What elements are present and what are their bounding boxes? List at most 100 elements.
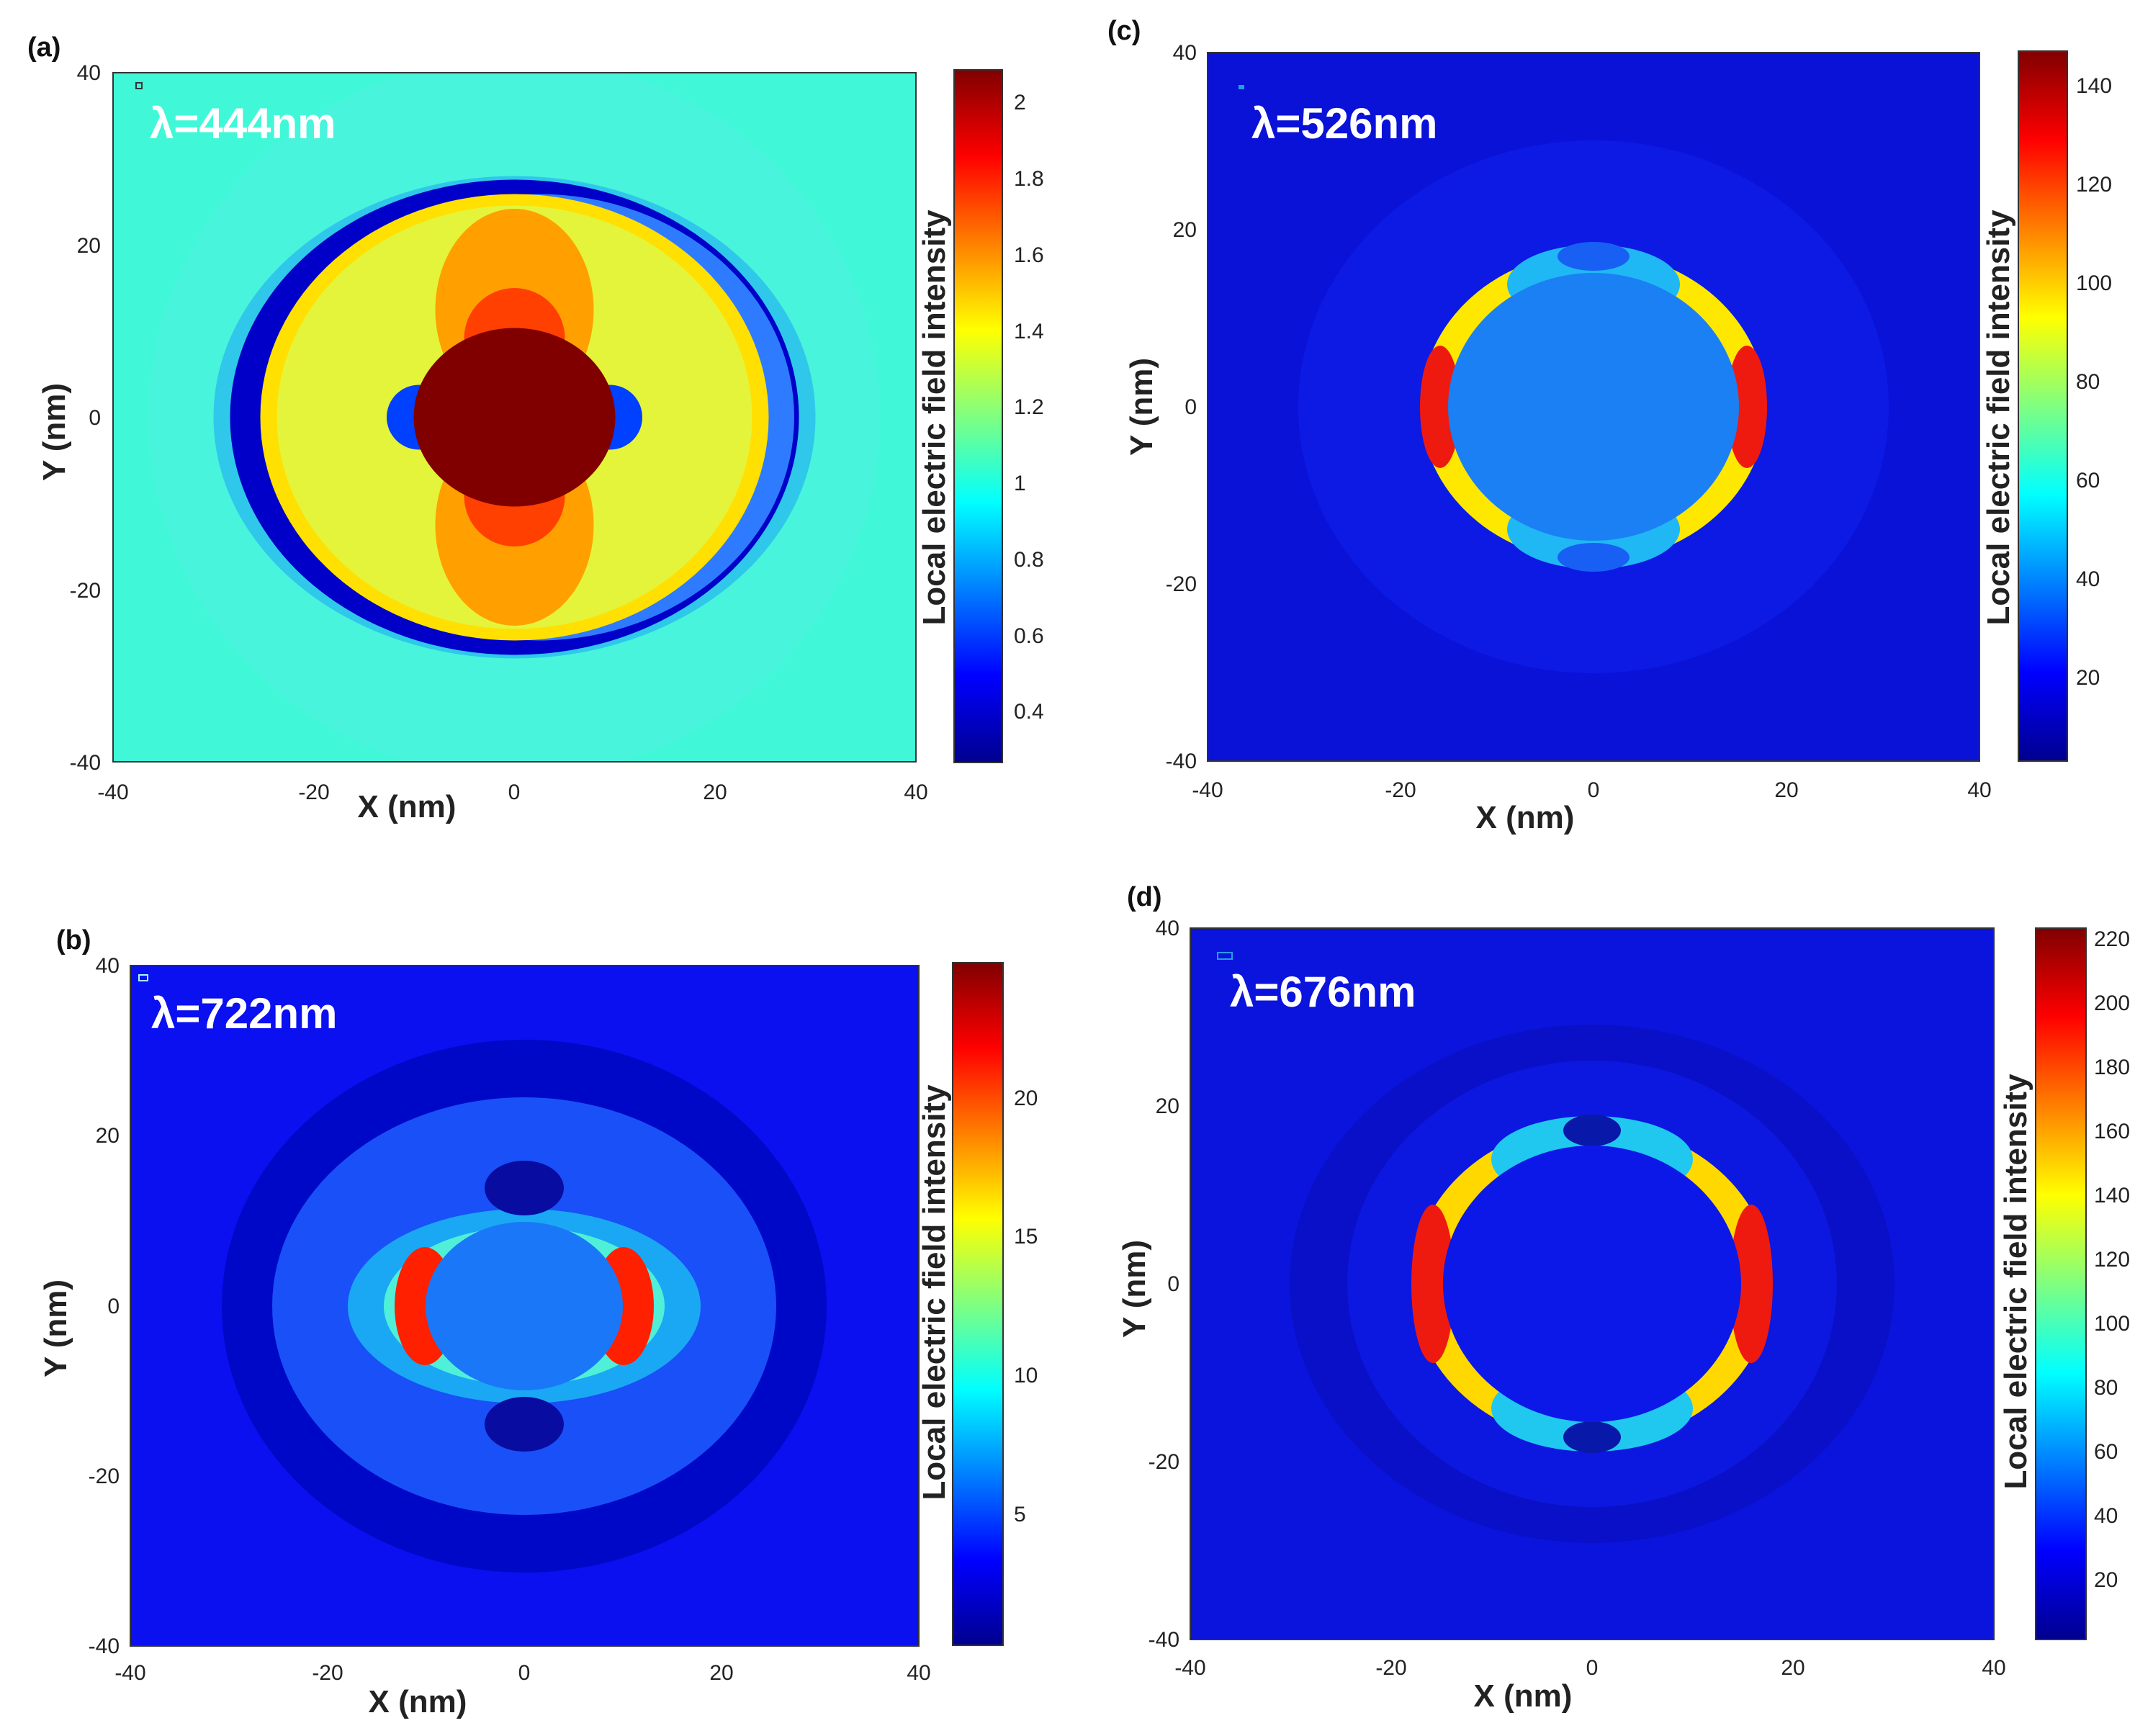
colorbar-tick-label: 0.8 bbox=[1014, 548, 1044, 572]
y-tick-label: 40 bbox=[77, 61, 101, 85]
panel-label: (c) bbox=[1107, 16, 1141, 46]
x-tick-label: 20 bbox=[1781, 1656, 1804, 1680]
y-tick-label: -20 bbox=[1166, 572, 1197, 596]
x-ticks: -40 -20 0 20 40 bbox=[114, 1661, 930, 1685]
x-tick-label: -40 bbox=[97, 781, 128, 804]
x-tick-label: -20 bbox=[1385, 778, 1416, 802]
colorbar-title: Local electric field intensity bbox=[1998, 1074, 2033, 1490]
colorbar bbox=[2018, 50, 2068, 762]
heatmap-plot bbox=[113, 73, 916, 762]
marker-square bbox=[1239, 85, 1244, 89]
y-tick-label: -40 bbox=[1149, 1628, 1179, 1652]
y-ticks: 40 20 0 -20 -40 bbox=[1149, 917, 1179, 1652]
y-tick-label: -20 bbox=[89, 1465, 120, 1488]
colorbar-tick-label: 0.4 bbox=[1014, 700, 1044, 724]
x-tick-label: 0 bbox=[1588, 778, 1600, 802]
colorbar-tick-label: 160 bbox=[2094, 1120, 2130, 1143]
colorbar-tick-label: 80 bbox=[2076, 370, 2100, 394]
colorbar-tick-label: 5 bbox=[1014, 1503, 1026, 1526]
panel-d: (d) λ=676nm -40 -20 0 20 40 40 20 0 bbox=[1117, 882, 2130, 1714]
panel-label: (b) bbox=[56, 925, 91, 955]
y-tick-label: 40 bbox=[1173, 41, 1197, 65]
x-tick-label: 40 bbox=[1967, 778, 1991, 802]
plot-frame bbox=[112, 72, 917, 763]
y-ticks: 40 20 0 -20 -40 bbox=[70, 61, 101, 775]
colorbar-tick-label: 120 bbox=[2094, 1248, 2130, 1272]
x-tick-label: 20 bbox=[709, 1661, 733, 1685]
y-tick-label: 0 bbox=[107, 1295, 120, 1318]
x-tick-label: 40 bbox=[904, 781, 927, 804]
y-tick-label: 40 bbox=[1156, 917, 1179, 940]
y-axis-title: Y (nm) bbox=[1124, 358, 1159, 456]
colorbar bbox=[2035, 927, 2087, 1640]
x-tick-label: 0 bbox=[518, 1661, 531, 1685]
wavelength-annotation: λ=676nm bbox=[1230, 968, 1416, 1016]
x-tick-label: 0 bbox=[1586, 1656, 1599, 1680]
y-ticks: 40 20 0 -20 -40 bbox=[89, 954, 120, 1658]
x-tick-label: -40 bbox=[1192, 778, 1223, 802]
plot-frame bbox=[1190, 927, 1995, 1640]
colorbar-ticks: 20 40 60 80 100 120 140 160 180 200 220 bbox=[2094, 927, 2130, 1592]
y-tick-label: 0 bbox=[1185, 395, 1197, 419]
colorbar-tick-label: 10 bbox=[1014, 1364, 1038, 1388]
colorbar-tick-label: 1 bbox=[1014, 472, 1026, 495]
colorbar-tick-label: 15 bbox=[1014, 1225, 1038, 1249]
y-ticks: 40 20 0 -20 -40 bbox=[1166, 41, 1197, 773]
y-axis-title: Y (nm) bbox=[38, 1279, 73, 1377]
x-ticks: -40 -20 0 20 40 bbox=[97, 781, 927, 804]
marker-square bbox=[138, 974, 148, 981]
y-tick-label: -20 bbox=[70, 579, 101, 603]
colorbar-tick-label: 100 bbox=[2094, 1312, 2130, 1336]
y-tick-label: -20 bbox=[1149, 1450, 1179, 1474]
colorbar-tick-label: 200 bbox=[2094, 991, 2130, 1015]
colorbar-tick-label: 60 bbox=[2094, 1440, 2118, 1464]
colorbar-ticks: 0.4 0.6 0.8 1 1.2 1.4 1.6 1.8 2 bbox=[1014, 91, 1044, 724]
x-tick-label: 0 bbox=[508, 781, 521, 804]
x-axis-title: X (nm) bbox=[1476, 800, 1575, 835]
x-ticks: -40 -20 0 20 40 bbox=[1174, 1656, 2005, 1680]
colorbar-tick-label: 220 bbox=[2094, 927, 2130, 951]
colorbar-tick-label: 180 bbox=[2094, 1056, 2130, 1079]
x-tick-label: 20 bbox=[703, 781, 727, 804]
marker-square bbox=[135, 82, 143, 89]
y-tick-label: 40 bbox=[96, 954, 120, 978]
x-tick-label: 40 bbox=[907, 1661, 930, 1685]
colorbar-title: Local electric field intensity bbox=[917, 210, 952, 626]
panel-b: (b) λ=722nm -40 -20 0 20 40 40 20 0 - bbox=[38, 925, 1038, 1719]
colorbar-tick-label: 100 bbox=[2076, 271, 2112, 295]
x-tick-label: -20 bbox=[312, 1661, 343, 1685]
x-axis-title: X (nm) bbox=[1474, 1678, 1573, 1714]
y-axis-title: Y (nm) bbox=[1117, 1240, 1152, 1338]
y-tick-label: 0 bbox=[1167, 1272, 1179, 1296]
colorbar-title: Local electric field intensity bbox=[917, 1084, 952, 1501]
x-tick-label: -40 bbox=[1174, 1656, 1205, 1680]
colorbar-tick-label: 1.2 bbox=[1014, 395, 1044, 419]
colorbar-tick-label: 1.4 bbox=[1014, 320, 1044, 343]
panel-label: (d) bbox=[1127, 882, 1162, 912]
heatmap-plot bbox=[1208, 53, 1979, 761]
x-tick-label: -20 bbox=[298, 781, 329, 804]
y-tick-label: 20 bbox=[96, 1124, 120, 1148]
colorbar-tick-label: 40 bbox=[2094, 1504, 2118, 1528]
x-axis-title: X (nm) bbox=[358, 789, 457, 824]
colorbar-tick-label: 20 bbox=[2094, 1568, 2118, 1592]
panel-a: (a) λ=444nm -40 -20 0 20 40 bbox=[27, 32, 1044, 824]
wavelength-annotation: λ=444nm bbox=[150, 99, 336, 148]
y-axis-title: Y (nm) bbox=[37, 383, 72, 481]
x-axis-title: X (nm) bbox=[369, 1684, 467, 1719]
colorbar-ticks: 5 10 15 20 bbox=[1014, 1087, 1038, 1526]
colorbar-tick-label: 1.8 bbox=[1014, 167, 1044, 191]
colorbar bbox=[952, 962, 1004, 1646]
plot-frame bbox=[130, 965, 920, 1647]
colorbar-tick-label: 20 bbox=[2076, 666, 2100, 690]
colorbar-tick-label: 120 bbox=[2076, 173, 2112, 197]
colorbar-ticks: 20 40 60 80 100 120 140 bbox=[2076, 74, 2112, 690]
wavelength-annotation: λ=526nm bbox=[1251, 99, 1438, 148]
y-tick-label: 20 bbox=[77, 234, 101, 258]
x-tick-label: 20 bbox=[1774, 778, 1798, 802]
y-tick-label: 20 bbox=[1173, 218, 1197, 242]
colorbar-tick-label: 0.6 bbox=[1014, 624, 1044, 648]
y-tick-label: -40 bbox=[1166, 750, 1197, 773]
colorbar-title: Local electric field intensity bbox=[1981, 210, 2016, 626]
